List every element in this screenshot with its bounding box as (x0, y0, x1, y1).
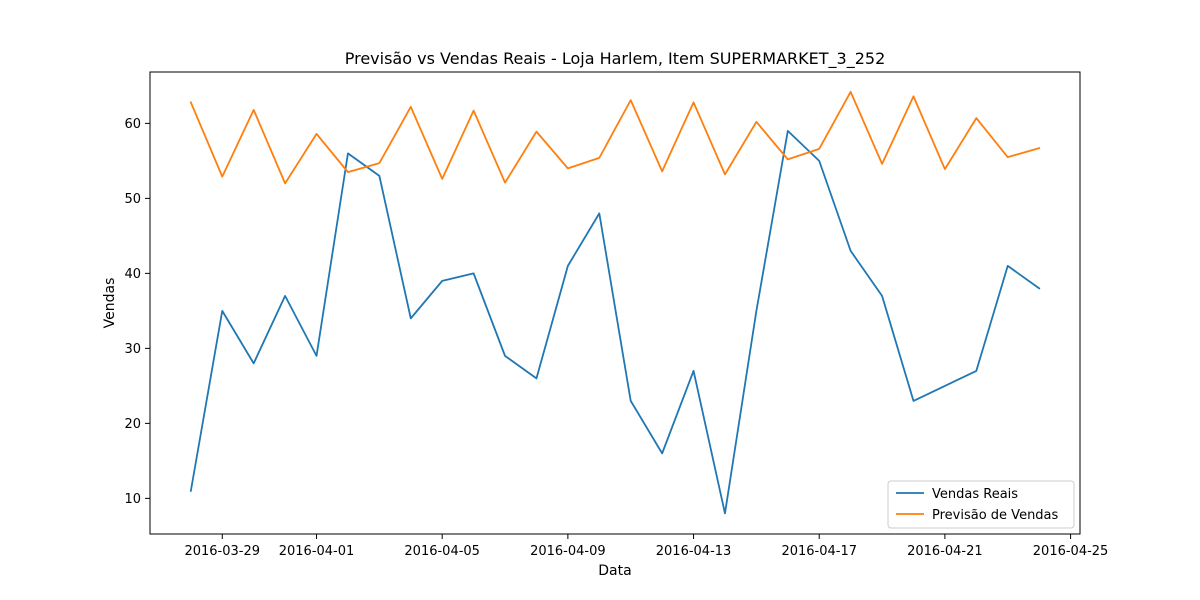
x-tick-label: 2016-04-25 (1033, 544, 1109, 559)
plot-frame (149, 71, 1081, 535)
legend-label-1: Vendas Reais (932, 487, 1018, 502)
y-tick-label: 20 (124, 417, 141, 432)
legend: Vendas Reais Previsão de Vendas (887, 480, 1075, 529)
y-tick-label: 10 (124, 492, 141, 507)
legend-label-2: Previsão de Vendas (932, 508, 1059, 523)
x-axis-title: Data (598, 563, 631, 579)
series-line-1 (189, 129, 1041, 515)
x-tick-label: 2016-04-21 (907, 544, 983, 559)
y-axis-title: Vendas (102, 278, 118, 329)
legend-box (887, 480, 1075, 529)
plot-area: 2016-03-29 2016-04-01 2016-04-05 2016-04-09… (124, 71, 1109, 559)
x-tick-label: 2016-04-13 (656, 544, 732, 559)
y-tick-label: 30 (124, 342, 141, 357)
y-tick-label: 60 (124, 117, 141, 132)
x-tick-label: 2016-04-09 (530, 544, 606, 559)
chart-title: Previsão vs Vendas Reais - Loja Harlem, … (345, 49, 886, 69)
x-tick-label: 2016-04-17 (781, 544, 857, 559)
x-tick-label: 2016-04-05 (404, 544, 480, 559)
x-tick-label: 2016-04-01 (279, 544, 355, 559)
series-line-2 (189, 90, 1041, 185)
y-tick-label: 50 (124, 192, 141, 207)
x-tick-label: 2016-03-29 (184, 544, 260, 559)
y-tick-label: 40 (124, 267, 141, 282)
